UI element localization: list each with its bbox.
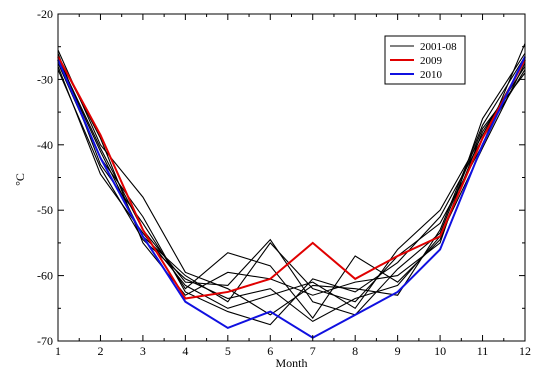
series-line-2001-08-4 — [57, 52, 526, 296]
x-tick-label: 12 — [519, 344, 531, 358]
x-tick-label: 8 — [352, 344, 358, 358]
x-tick-label: 1 — [55, 344, 61, 358]
x-tick-label: 10 — [434, 344, 446, 358]
y-tick-label: -60 — [37, 269, 53, 283]
y-tick-label: -40 — [37, 138, 53, 152]
series-line-2001-08-1 — [57, 53, 526, 320]
legend-label: 2009 — [420, 55, 443, 67]
plot-lines — [57, 43, 526, 339]
series-line-2009-8 — [57, 56, 526, 300]
y-tick-label: -30 — [37, 72, 53, 86]
legend-label: 2010 — [420, 69, 443, 81]
series-line-2001-08-0 — [57, 49, 526, 316]
x-axis-title: Month — [275, 356, 307, 370]
y-axis-ticks: -70 -60 -50 -40 -30 -20 — [37, 7, 525, 348]
x-tick-label: 3 — [140, 344, 146, 358]
legend: 2001-08 2009 2010 — [384, 35, 466, 85]
x-axis-ticks: 1 2 3 4 5 6 7 8 9 10 11 12 — [55, 14, 531, 358]
x-tick-label: 5 — [225, 344, 231, 358]
y-tick-label: -20 — [37, 7, 53, 21]
y-tick-label: -50 — [37, 203, 53, 217]
x-tick-label: 2 — [97, 344, 103, 358]
x-tick-label: 7 — [310, 344, 316, 358]
series-line-2001-08-6 — [57, 58, 526, 316]
x-tick-label: 6 — [267, 344, 273, 358]
legend-label: 2001-08 — [420, 41, 457, 53]
series-line-2001-08-5 — [57, 62, 526, 326]
x-tick-label: 11 — [477, 344, 489, 358]
y-tick-label: -70 — [37, 334, 53, 348]
x-tick-label: 9 — [395, 344, 401, 358]
x-tick-label: 4 — [182, 344, 188, 358]
series-line-2010-9 — [57, 56, 526, 339]
y-axis-title: °C — [13, 173, 27, 186]
